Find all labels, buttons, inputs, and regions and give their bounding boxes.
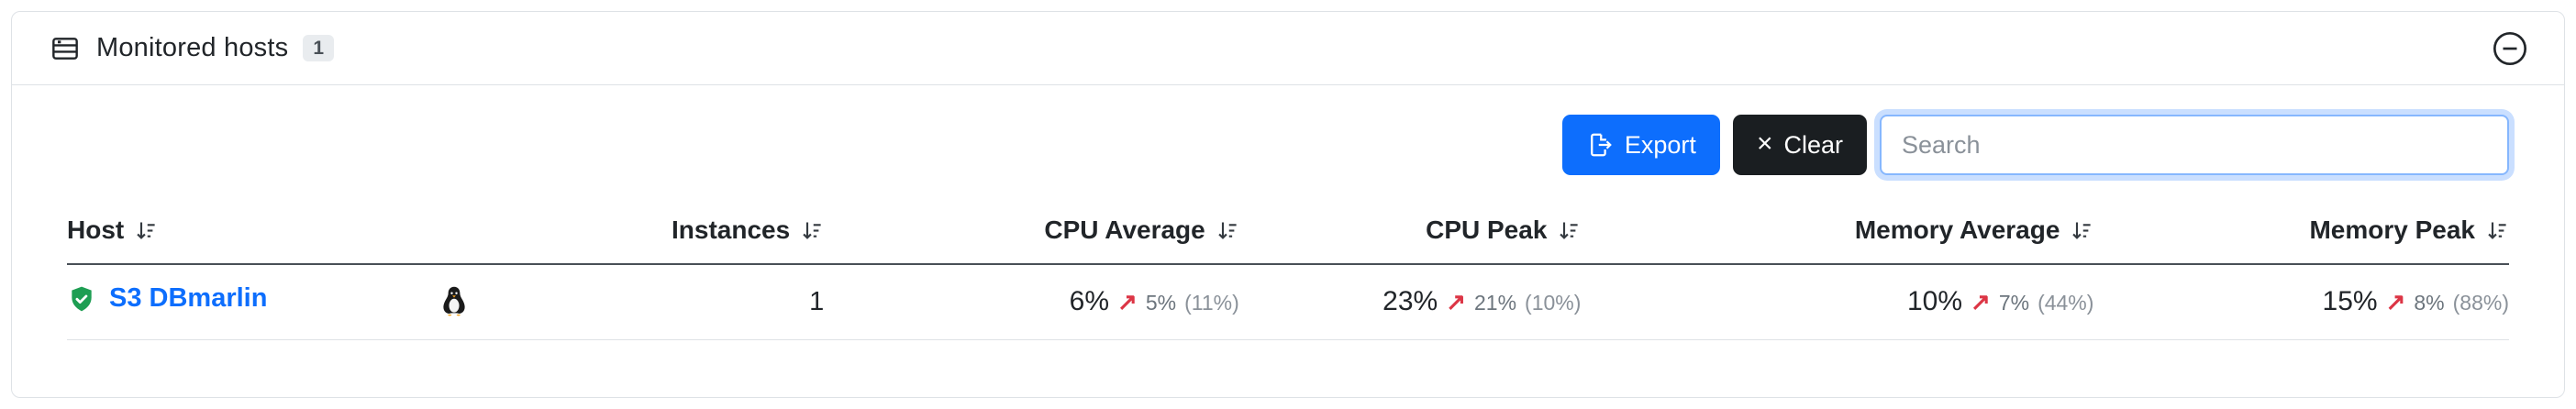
sort-icon bbox=[1218, 222, 1237, 239]
shield-check-icon bbox=[72, 286, 92, 311]
column-header-cpu-peak[interactable]: CPU Peak bbox=[1238, 199, 1582, 265]
column-header-instances[interactable]: Instances bbox=[652, 199, 825, 265]
sort-icon bbox=[1560, 222, 1579, 239]
circle-minus-icon bbox=[2493, 31, 2526, 65]
host-link[interactable]: S3 DBmarlin bbox=[109, 283, 268, 313]
memory-peak-cell: 15% ↗ 8% (88%) bbox=[2093, 264, 2509, 340]
panel-title: Monitored hosts bbox=[96, 33, 289, 62]
table-icon bbox=[52, 37, 78, 60]
instances-cell: 1 bbox=[652, 264, 825, 340]
column-label-memory-average: Memory Average bbox=[1854, 216, 2060, 244]
column-header-memory-peak[interactable]: Memory Peak bbox=[2093, 199, 2509, 265]
memory-average-value: 10% bbox=[1906, 286, 1963, 317]
trend-up-icon: ↗ bbox=[1446, 288, 1466, 316]
cpu-peak-cell: 23% ↗ 21% (10%) bbox=[1238, 264, 1582, 340]
host-count-badge: 1 bbox=[303, 35, 335, 61]
trend-up-icon: ↗ bbox=[1117, 288, 1138, 316]
cpu-peak-delta: 21% bbox=[1474, 291, 1517, 315]
memory-peak-paren: (88%) bbox=[2452, 291, 2509, 315]
collapse-panel-button[interactable] bbox=[2491, 29, 2529, 68]
cpu-average-paren: (11%) bbox=[1184, 291, 1239, 315]
trend-up-icon: ↗ bbox=[2385, 288, 2406, 316]
column-header-host[interactable]: Host bbox=[67, 199, 653, 265]
memory-peak-value: 15% bbox=[2322, 286, 2378, 317]
column-header-cpu-average[interactable]: CPU Average bbox=[824, 199, 1239, 265]
memory-peak-delta: 8% bbox=[2414, 291, 2445, 315]
instances-value: 1 bbox=[809, 286, 825, 316]
column-header-memory-average[interactable]: Memory Average bbox=[1581, 199, 2094, 265]
panel-body: Export × Clear Host bbox=[12, 85, 2564, 340]
column-label-host: Host bbox=[67, 216, 125, 244]
memory-average-cell: 10% ↗ 7% (44%) bbox=[1581, 264, 2094, 340]
table-row: S3 DBmarlin 1 bbox=[67, 264, 2509, 340]
cpu-average-value: 6% bbox=[1069, 286, 1110, 317]
column-label-cpu-peak: CPU Peak bbox=[1426, 216, 1548, 244]
panel-header: Monitored hosts 1 bbox=[12, 12, 2564, 85]
export-button[interactable]: Export bbox=[1561, 115, 1720, 175]
table-header-row: Host Instances bbox=[67, 199, 2509, 265]
cpu-average-cell: 6% ↗ 5% (11%) bbox=[824, 264, 1239, 340]
memory-average-paren: (44%) bbox=[2037, 291, 2094, 315]
export-button-label: Export bbox=[1624, 130, 1696, 159]
cpu-average-delta: 5% bbox=[1145, 291, 1177, 315]
clear-button-label: Clear bbox=[1783, 130, 1843, 159]
host-cell: S3 DBmarlin bbox=[67, 264, 653, 340]
column-label-memory-peak: Memory Peak bbox=[2309, 216, 2475, 244]
column-label-cpu-average: CPU Average bbox=[1044, 216, 1205, 244]
monitored-hosts-table: Host Instances bbox=[67, 199, 2509, 340]
trend-up-icon: ↗ bbox=[1971, 288, 1991, 316]
export-icon bbox=[1591, 133, 1612, 157]
clear-button[interactable]: × Clear bbox=[1732, 115, 1867, 175]
clear-x-icon: × bbox=[1756, 128, 1773, 159]
search-input[interactable] bbox=[1880, 115, 2509, 175]
sort-icon bbox=[137, 222, 155, 239]
memory-average-delta: 7% bbox=[1998, 291, 2030, 315]
sort-icon bbox=[2072, 222, 2092, 239]
linux-penguin-icon bbox=[443, 287, 465, 316]
sort-icon bbox=[2488, 222, 2506, 239]
cpu-peak-paren: (10%) bbox=[1525, 291, 1582, 315]
toolbar: Export × Clear bbox=[67, 115, 2509, 175]
column-label-instances: Instances bbox=[672, 216, 791, 244]
sort-icon bbox=[803, 222, 821, 239]
cpu-peak-value: 23% bbox=[1382, 286, 1438, 317]
monitored-hosts-panel: Monitored hosts 1 Export × Cl bbox=[11, 11, 2565, 398]
